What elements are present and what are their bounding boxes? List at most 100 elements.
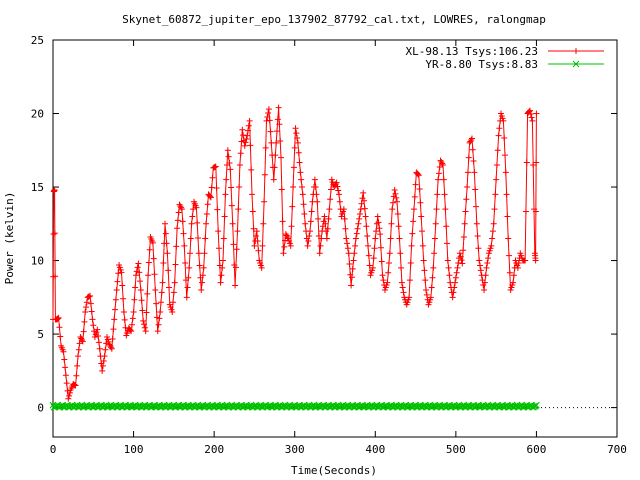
data-point — [510, 272, 517, 279]
data-point — [435, 176, 442, 183]
data-point — [188, 220, 195, 227]
data-point — [131, 296, 138, 303]
x-tick-label: 300 — [285, 443, 305, 456]
data-point — [178, 204, 185, 211]
data-point — [323, 235, 330, 242]
data-point — [460, 234, 467, 241]
data-point — [433, 206, 440, 213]
data-point — [96, 345, 103, 352]
y-axis-label: Power (kelvin) — [3, 192, 16, 285]
data-point — [371, 245, 378, 252]
data-point — [273, 139, 280, 146]
data-point — [325, 215, 332, 222]
data-point — [195, 250, 202, 257]
data-point — [237, 150, 244, 157]
data-point — [423, 291, 430, 298]
data-point — [416, 185, 423, 192]
data-point — [492, 191, 499, 198]
data-point — [218, 272, 225, 279]
data-point — [473, 203, 479, 210]
data-point — [307, 218, 314, 225]
legend-label: YR-8.80 Tsys:8.83 — [425, 58, 538, 71]
data-point — [532, 257, 539, 264]
data-point — [204, 201, 211, 208]
data-point — [250, 225, 257, 232]
data-point — [461, 220, 468, 227]
data-point — [194, 219, 201, 226]
data-point — [139, 307, 146, 314]
data-point — [196, 262, 203, 269]
data-point — [175, 209, 182, 216]
data-point — [108, 344, 115, 351]
data-point — [155, 321, 162, 328]
y-tick-label: 0 — [37, 402, 44, 415]
data-point — [327, 196, 334, 203]
data-point — [185, 274, 192, 281]
data-point — [496, 125, 503, 132]
data-point — [214, 206, 221, 213]
data-point — [318, 235, 325, 242]
data-point — [522, 257, 529, 264]
data-point — [365, 242, 372, 249]
data-point — [465, 154, 472, 161]
data-point — [304, 242, 311, 249]
data-point — [392, 190, 399, 197]
x-tick-label: 700 — [607, 443, 627, 456]
data-point — [305, 237, 312, 244]
data-point — [50, 231, 57, 238]
data-point — [414, 171, 421, 178]
data-point — [489, 228, 496, 235]
axes — [52, 39, 618, 438]
data-point — [361, 197, 368, 204]
data-point — [523, 159, 530, 166]
data-point — [350, 257, 357, 264]
data-point — [246, 117, 253, 124]
data-point — [400, 289, 407, 296]
data-point — [75, 346, 82, 353]
y-tick-label: 25 — [31, 34, 44, 47]
data-point — [110, 326, 117, 333]
data-point — [242, 139, 249, 146]
data-point — [149, 239, 156, 246]
data-point — [74, 362, 81, 369]
data-point — [506, 269, 513, 276]
data-point — [213, 185, 220, 192]
data-point — [485, 255, 492, 262]
data-point — [307, 228, 314, 235]
data-point — [291, 144, 298, 151]
data-point — [364, 233, 371, 240]
data-point — [462, 208, 469, 215]
legend-label: XL-98.13 Tsys:106.23 — [406, 45, 538, 58]
data-point — [130, 309, 137, 316]
data-point — [410, 206, 417, 213]
data-point — [468, 135, 475, 142]
data-point — [459, 260, 466, 267]
data-point — [278, 154, 285, 161]
data-point — [248, 166, 255, 173]
data-point — [135, 260, 142, 267]
data-point — [533, 401, 540, 409]
data-point — [503, 191, 510, 198]
data-point — [62, 364, 69, 371]
data-point — [79, 338, 86, 345]
data-point — [80, 328, 87, 335]
data-point — [201, 250, 208, 257]
data-point — [372, 235, 379, 242]
data-point — [76, 340, 83, 347]
data-point — [411, 193, 418, 200]
data-point — [161, 220, 168, 227]
data-point — [477, 267, 484, 274]
data-point — [264, 113, 271, 120]
data-point — [333, 179, 340, 186]
data-point — [336, 191, 343, 198]
data-point — [531, 402, 538, 410]
data-point — [230, 241, 237, 248]
data-point — [493, 176, 500, 183]
data-point — [119, 282, 126, 289]
data-point — [417, 199, 424, 206]
data-point — [306, 233, 313, 240]
data-point — [63, 380, 70, 387]
data-point — [170, 289, 177, 296]
data-point — [290, 184, 297, 191]
